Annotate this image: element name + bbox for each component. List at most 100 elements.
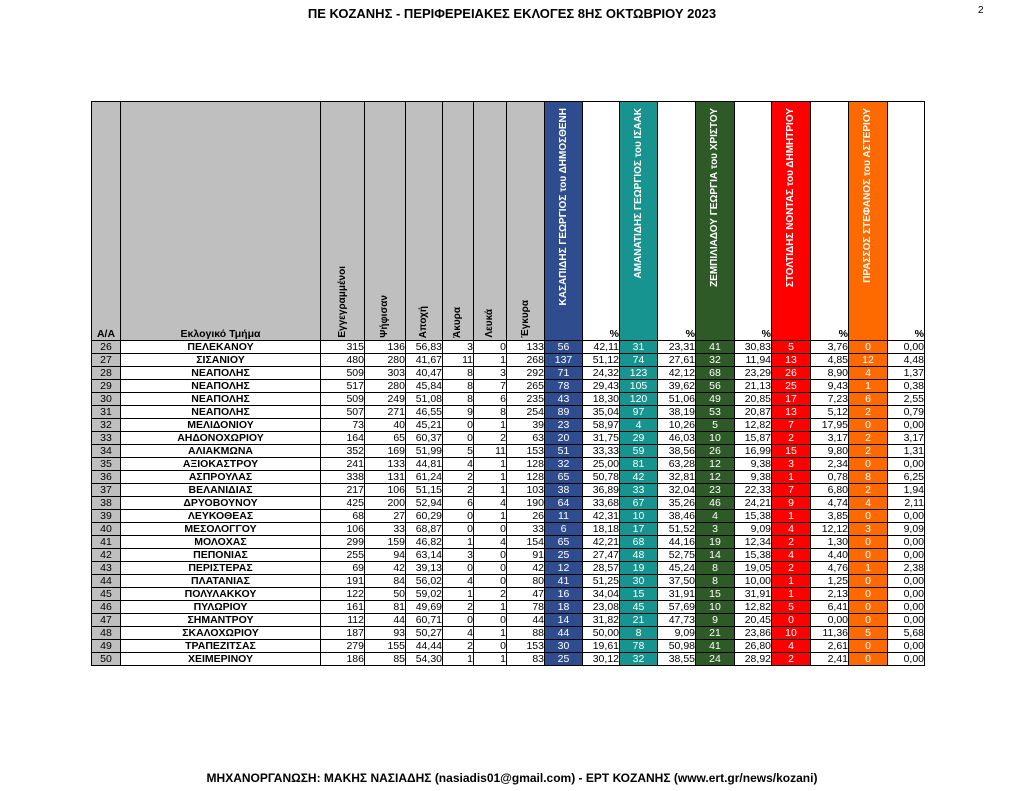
valid-cell: 42 [506, 561, 545, 575]
aa-cell: 31 [91, 405, 121, 419]
zempiliadou-pct-cell: 9,09 [734, 522, 772, 536]
prassos-votes-cell: 0 [848, 587, 888, 601]
zempiliadou-pct-cell: 12,82 [734, 600, 772, 614]
station-name-cell: ΜΟΛΟΧΑΣ [120, 535, 321, 549]
station-name-cell: ΑΛΙΑΚΜΩΝΑ [120, 444, 321, 458]
zempiliadou-votes-cell: 46 [695, 496, 735, 510]
zempiliadou-votes-cell: 5 [695, 418, 735, 432]
blank-cell: 3 [473, 366, 507, 380]
voted-cell: 271 [364, 405, 406, 419]
station-name-cell: ΣΙΣΑΝΙΟΥ [120, 353, 321, 367]
aa-cell: 30 [91, 392, 121, 406]
prassos-pct-cell: 0,00 [887, 457, 925, 471]
stoltidis-votes-cell: 5 [771, 600, 811, 614]
kasapidis-votes-cell: 12 [544, 561, 583, 575]
kasapidis-votes-cell: 18 [544, 600, 583, 614]
stoltidis-pct-cell: 9,43 [810, 379, 849, 393]
registered-cell: 106 [320, 522, 365, 536]
zempiliadou-votes-cell: 10 [695, 431, 735, 445]
zempiliadou-pct-cell: 12,82 [734, 418, 772, 432]
kasapidis-pct-cell: 42,31 [582, 509, 620, 523]
station-name-cell: ΔΡΥΟΒΟΥΝΟΥ [120, 496, 321, 510]
zempiliadou-votes-cell: 8 [695, 561, 735, 575]
registered-cell: 509 [320, 392, 365, 406]
header-aa: Α/Α [91, 101, 121, 341]
voted-cell: 133 [364, 457, 406, 471]
aa-cell: 46 [91, 600, 121, 614]
blank-cell: 0 [473, 613, 507, 627]
kasapidis-votes-cell: 56 [544, 340, 583, 354]
kasapidis-pct-cell: 50,78 [582, 470, 620, 484]
stoltidis-votes-cell: 4 [771, 548, 811, 562]
registered-cell: 509 [320, 366, 365, 380]
invalid-cell: 6 [442, 496, 474, 510]
voted-cell: 81 [364, 600, 406, 614]
blank-cell: 4 [473, 496, 507, 510]
valid-cell: 63 [506, 431, 545, 445]
invalid-cell: 8 [442, 366, 474, 380]
header-registered-label: Εγγεγραμμένοι [336, 266, 348, 338]
amanatidis-votes-cell: 74 [619, 353, 658, 367]
valid-cell: 44 [506, 613, 545, 627]
invalid-cell: 4 [442, 457, 474, 471]
amanatidis-pct-cell: 31,91 [657, 587, 696, 601]
amanatidis-pct-cell: 27,61 [657, 353, 696, 367]
invalid-cell: 3 [442, 340, 474, 354]
stoltidis-votes-cell: 7 [771, 483, 811, 497]
table-row: 43 ΠΕΡΙΣΤΕΡΑΣ 69 42 39,13 0 0 42 12 28,57 19 45,24 8… [91, 561, 925, 575]
amanatidis-votes-cell: 105 [619, 379, 658, 393]
blank-cell: 0 [473, 639, 507, 653]
header-valid-label: Έγκυρα [519, 300, 531, 338]
stoltidis-votes-cell: 1 [771, 574, 811, 588]
abstention-cell: 50,27 [405, 626, 443, 640]
station-name-cell: ΜΕΛΙΔΟΝΙΟΥ [120, 418, 321, 432]
zempiliadou-votes-cell: 41 [695, 340, 735, 354]
prassos-pct-cell: 0,00 [887, 587, 925, 601]
prassos-pct-cell: 0,00 [887, 613, 925, 627]
blank-cell: 1 [473, 353, 507, 367]
header-row: Α/Α Εκλογικό Τμήμα Εγγεγραμμένοι Ψήφισαν… [91, 101, 925, 341]
prassos-votes-cell: 6 [848, 392, 888, 406]
stoltidis-pct-cell: 4,40 [810, 548, 849, 562]
blank-cell: 1 [473, 457, 507, 471]
stoltidis-pct-cell: 3,17 [810, 431, 849, 445]
table-row: 41 ΜΟΛΟΧΑΣ 299 159 46,82 1 4 154 65 42,21 68 44,16 1… [91, 535, 925, 549]
valid-cell: 128 [506, 457, 545, 471]
amanatidis-votes-cell: 17 [619, 522, 658, 536]
table-row: 29 ΝΕΑΠΟΛΗΣ 517 280 45,84 8 7 265 78 29,43 105 39,6… [91, 379, 925, 393]
kasapidis-votes-cell: 51 [544, 444, 583, 458]
aa-cell: 28 [91, 366, 121, 380]
kasapidis-votes-cell: 38 [544, 483, 583, 497]
stoltidis-pct-cell: 0,00 [810, 613, 849, 627]
stoltidis-pct-cell: 2,34 [810, 457, 849, 471]
invalid-cell: 1 [442, 535, 474, 549]
invalid-cell: 2 [442, 483, 474, 497]
kasapidis-pct-cell: 34,04 [582, 587, 620, 601]
abstention-cell: 49,69 [405, 600, 443, 614]
registered-cell: 507 [320, 405, 365, 419]
amanatidis-votes-cell: 81 [619, 457, 658, 471]
voted-cell: 40 [364, 418, 406, 432]
registered-cell: 255 [320, 548, 365, 562]
zempiliadou-pct-cell: 22,33 [734, 483, 772, 497]
amanatidis-votes-cell: 10 [619, 509, 658, 523]
amanatidis-pct-cell: 47,73 [657, 613, 696, 627]
station-name-cell: ΧΕΙΜΕΡΙΝΟΥ [120, 652, 321, 666]
stoltidis-votes-cell: 2 [771, 652, 811, 666]
kasapidis-pct-cell: 36,89 [582, 483, 620, 497]
registered-cell: 164 [320, 431, 365, 445]
kasapidis-votes-cell: 32 [544, 457, 583, 471]
blank-cell: 1 [473, 600, 507, 614]
blank-cell: 1 [473, 483, 507, 497]
invalid-cell: 2 [442, 470, 474, 484]
amanatidis-pct-cell: 9,09 [657, 626, 696, 640]
station-name-cell: ΝΕΑΠΟΛΗΣ [120, 405, 321, 419]
kasapidis-pct-cell: 51,25 [582, 574, 620, 588]
valid-cell: 153 [506, 444, 545, 458]
kasapidis-pct-cell: 18,30 [582, 392, 620, 406]
prassos-pct-cell: 2,11 [887, 496, 925, 510]
amanatidis-votes-cell: 31 [619, 340, 658, 354]
station-name-cell: ΜΕΣΟΛΟΓΓΟΥ [120, 522, 321, 536]
prassos-pct-cell: 0,00 [887, 535, 925, 549]
table-row: 27 ΣΙΣΑΝΙΟΥ 480 280 41,67 11 1 268 137 51,12 74 27,… [91, 353, 925, 367]
